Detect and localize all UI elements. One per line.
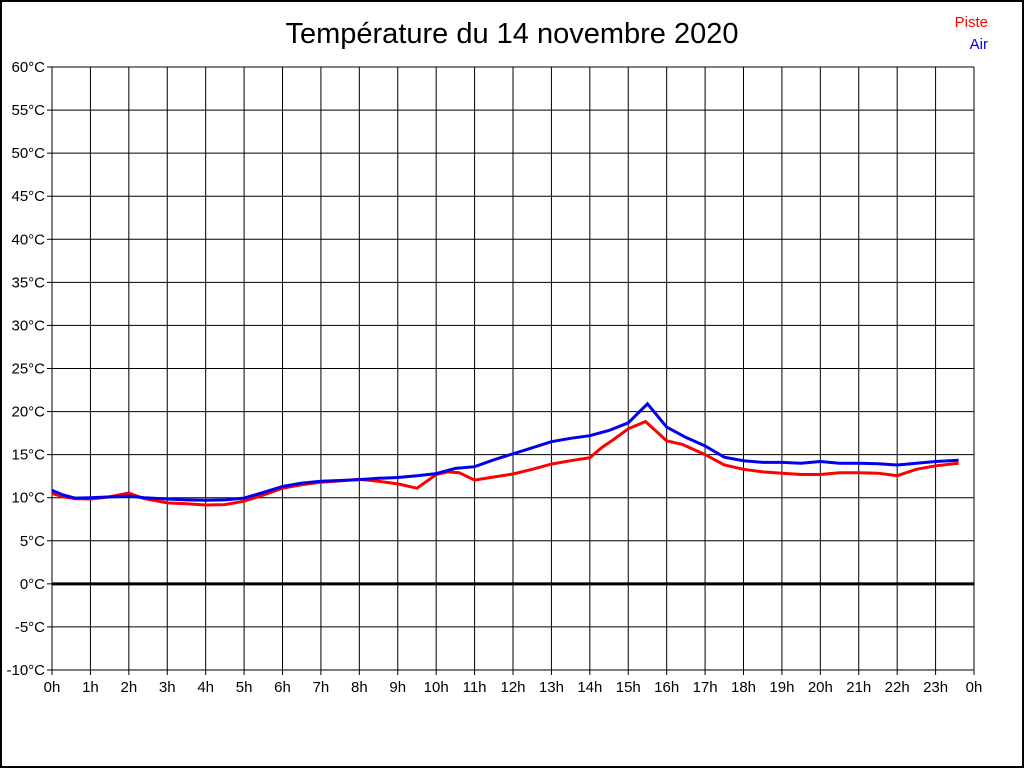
svg-text:0h: 0h [44, 679, 61, 696]
svg-text:55°C: 55°C [11, 102, 45, 119]
svg-text:0°C: 0°C [20, 576, 45, 593]
svg-text:0h: 0h [966, 679, 983, 696]
svg-text:7h: 7h [313, 679, 330, 696]
svg-text:16h: 16h [654, 679, 679, 696]
svg-text:60°C: 60°C [11, 59, 45, 76]
svg-text:30°C: 30°C [11, 317, 45, 334]
legend-item-piste: Piste [954, 14, 988, 31]
svg-text:22h: 22h [885, 679, 910, 696]
svg-text:10h: 10h [424, 679, 449, 696]
svg-text:5°C: 5°C [20, 533, 45, 550]
svg-text:11h: 11h [463, 679, 487, 696]
svg-text:3h: 3h [159, 679, 176, 696]
svg-text:21h: 21h [846, 679, 871, 696]
svg-text:5h: 5h [236, 679, 253, 696]
svg-text:2h: 2h [120, 679, 137, 696]
svg-text:4h: 4h [197, 679, 214, 696]
svg-text:50°C: 50°C [11, 145, 45, 162]
svg-text:15h: 15h [616, 679, 641, 696]
svg-text:19h: 19h [769, 679, 794, 696]
svg-text:35°C: 35°C [11, 274, 45, 291]
svg-text:6h: 6h [274, 679, 291, 696]
svg-text:15°C: 15°C [11, 447, 45, 464]
svg-text:13h: 13h [539, 679, 564, 696]
svg-text:12h: 12h [500, 679, 525, 696]
svg-text:18h: 18h [731, 679, 756, 696]
svg-text:23h: 23h [923, 679, 948, 696]
legend-item-air: Air [969, 36, 988, 53]
svg-text:8h: 8h [351, 679, 368, 696]
chart-legend: Piste Air [955, 12, 988, 56]
svg-text:20h: 20h [808, 679, 833, 696]
svg-text:17h: 17h [693, 679, 718, 696]
svg-text:-5°C: -5°C [15, 619, 45, 636]
chart-title: Température du 14 novembre 2020 [285, 18, 739, 50]
svg-text:40°C: 40°C [11, 231, 45, 248]
svg-text:-10°C: -10°C [6, 662, 45, 679]
svg-text:1h: 1h [82, 679, 99, 696]
svg-text:10°C: 10°C [11, 490, 45, 507]
svg-text:9h: 9h [389, 679, 406, 696]
svg-text:25°C: 25°C [11, 361, 45, 378]
svg-text:20°C: 20°C [11, 404, 45, 421]
svg-text:45°C: 45°C [11, 188, 45, 205]
svg-text:14h: 14h [577, 679, 602, 696]
